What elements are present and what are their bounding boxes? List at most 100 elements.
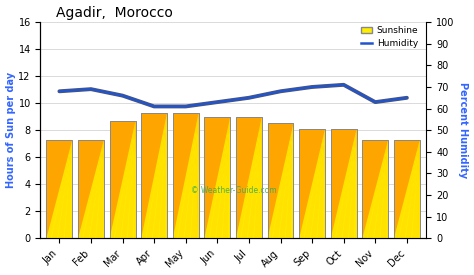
- Polygon shape: [158, 113, 167, 238]
- Polygon shape: [362, 140, 388, 238]
- Polygon shape: [209, 117, 230, 238]
- Polygon shape: [267, 123, 293, 238]
- Polygon shape: [398, 140, 420, 238]
- Polygon shape: [411, 140, 420, 238]
- Polygon shape: [418, 140, 420, 238]
- Polygon shape: [204, 117, 230, 238]
- Bar: [362, 140, 388, 238]
- Polygon shape: [46, 140, 73, 238]
- Polygon shape: [152, 113, 167, 238]
- Polygon shape: [253, 117, 262, 238]
- Polygon shape: [362, 140, 388, 238]
- Polygon shape: [355, 129, 356, 238]
- Bar: [267, 123, 293, 238]
- Polygon shape: [260, 117, 262, 238]
- Polygon shape: [78, 140, 104, 238]
- Bar: [362, 140, 388, 238]
- Bar: [141, 113, 167, 238]
- Polygon shape: [331, 129, 356, 238]
- Bar: [331, 129, 356, 238]
- Polygon shape: [366, 140, 388, 238]
- Polygon shape: [120, 121, 136, 238]
- Polygon shape: [89, 140, 104, 238]
- Y-axis label: Hours of Sun per day: Hours of Sun per day: [6, 72, 16, 188]
- Polygon shape: [46, 140, 73, 238]
- Polygon shape: [173, 113, 199, 238]
- Bar: [173, 113, 199, 238]
- Bar: [46, 140, 73, 238]
- Polygon shape: [197, 113, 199, 238]
- Polygon shape: [228, 117, 230, 238]
- Polygon shape: [183, 113, 199, 238]
- Polygon shape: [173, 113, 199, 238]
- Polygon shape: [278, 123, 293, 238]
- Legend: Sunshine, Humidity: Sunshine, Humidity: [358, 22, 422, 52]
- Bar: [109, 121, 136, 238]
- Polygon shape: [394, 140, 420, 238]
- Bar: [394, 140, 420, 238]
- Polygon shape: [236, 117, 262, 238]
- Polygon shape: [133, 121, 136, 238]
- Polygon shape: [127, 121, 136, 238]
- Polygon shape: [299, 129, 325, 238]
- Bar: [46, 140, 73, 238]
- Polygon shape: [331, 129, 356, 238]
- Polygon shape: [267, 123, 293, 238]
- Polygon shape: [165, 113, 167, 238]
- Polygon shape: [380, 140, 388, 238]
- Bar: [204, 117, 230, 238]
- Bar: [299, 129, 325, 238]
- Bar: [109, 121, 136, 238]
- Bar: [204, 117, 230, 238]
- Bar: [331, 129, 356, 238]
- Bar: [173, 113, 199, 238]
- Bar: [141, 113, 167, 238]
- Bar: [299, 129, 325, 238]
- Bar: [78, 140, 104, 238]
- Polygon shape: [299, 129, 325, 238]
- Bar: [78, 140, 104, 238]
- Polygon shape: [310, 129, 325, 238]
- Polygon shape: [141, 113, 167, 238]
- Polygon shape: [317, 129, 325, 238]
- Polygon shape: [348, 129, 356, 238]
- Polygon shape: [146, 113, 167, 238]
- Text: © Weather-Guide.com: © Weather-Guide.com: [191, 186, 276, 195]
- Polygon shape: [102, 140, 104, 238]
- Polygon shape: [204, 117, 230, 238]
- Polygon shape: [57, 140, 73, 238]
- Polygon shape: [215, 117, 230, 238]
- Polygon shape: [95, 140, 104, 238]
- Polygon shape: [342, 129, 356, 238]
- Polygon shape: [64, 140, 73, 238]
- Polygon shape: [335, 129, 356, 238]
- Polygon shape: [405, 140, 420, 238]
- Polygon shape: [109, 121, 136, 238]
- Polygon shape: [109, 121, 136, 238]
- Bar: [394, 140, 420, 238]
- Polygon shape: [236, 117, 262, 238]
- Bar: [236, 117, 262, 238]
- Polygon shape: [373, 140, 388, 238]
- Polygon shape: [190, 113, 199, 238]
- Y-axis label: Percent Humidity: Percent Humidity: [458, 82, 468, 178]
- Polygon shape: [114, 121, 136, 238]
- Polygon shape: [303, 129, 325, 238]
- Bar: [236, 117, 262, 238]
- Polygon shape: [240, 117, 262, 238]
- Polygon shape: [177, 113, 199, 238]
- Polygon shape: [292, 123, 293, 238]
- Polygon shape: [394, 140, 420, 238]
- Polygon shape: [247, 117, 262, 238]
- Bar: [267, 123, 293, 238]
- Text: Agadir,  Morocco: Agadir, Morocco: [56, 6, 173, 20]
- Polygon shape: [78, 140, 104, 238]
- Polygon shape: [51, 140, 73, 238]
- Polygon shape: [222, 117, 230, 238]
- Polygon shape: [70, 140, 73, 238]
- Polygon shape: [323, 129, 325, 238]
- Polygon shape: [285, 123, 293, 238]
- Polygon shape: [272, 123, 293, 238]
- Polygon shape: [82, 140, 104, 238]
- Polygon shape: [141, 113, 167, 238]
